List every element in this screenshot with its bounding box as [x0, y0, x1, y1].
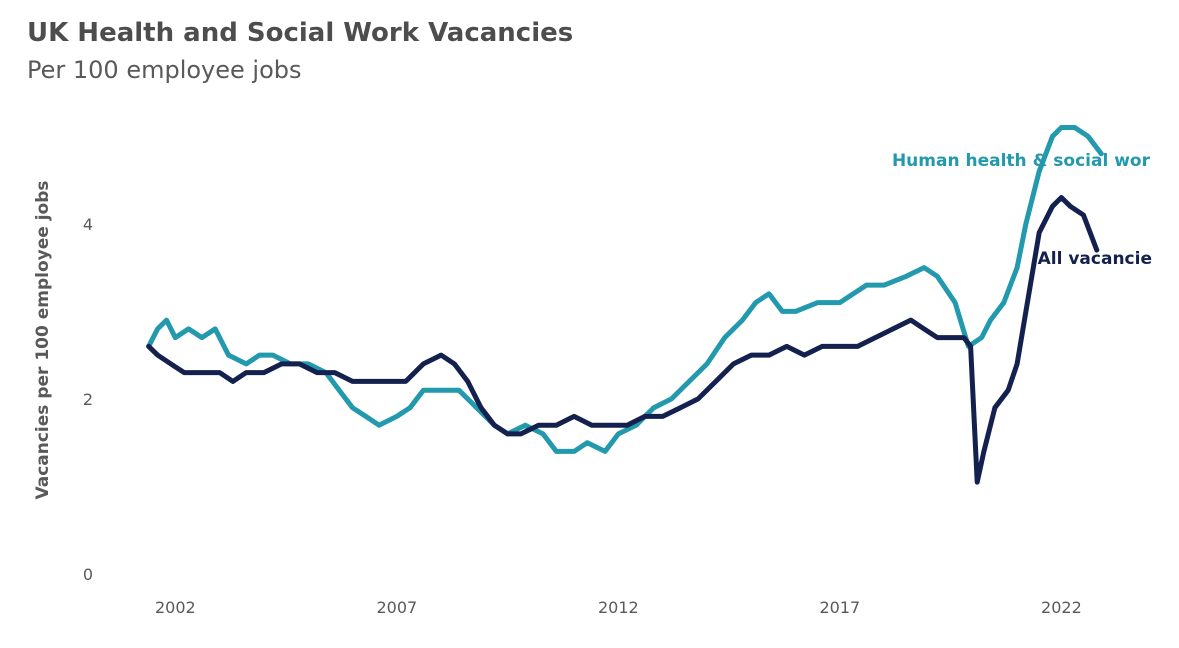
y-tick-label: 4 — [83, 215, 93, 234]
series-line-0 — [146, 125, 1104, 454]
x-tick-labels: 2002 2007 2012 2017 2022 — [155, 598, 1082, 617]
series-line-1 — [146, 195, 1100, 485]
y-tick-label: 0 — [83, 565, 93, 584]
series-labels: Human health & social wor All vacancie — [892, 151, 1152, 269]
y-tick-labels: 0 2 4 — [83, 215, 93, 584]
y-tick-label: 2 — [83, 390, 93, 409]
chart-title: UK Health and Social Work Vacancies — [27, 18, 574, 48]
series-label-0: Human health & social wor — [892, 151, 1151, 171]
x-tick-label: 2002 — [155, 598, 196, 617]
y-axis-label: Vacancies per 100 employee jobs — [33, 181, 53, 500]
x-tick-label: 2022 — [1041, 598, 1082, 617]
chart-subtitle: Per 100 employee jobs — [27, 56, 302, 84]
series-lines — [146, 125, 1104, 485]
x-tick-label: 2007 — [376, 598, 417, 617]
x-tick-label: 2017 — [820, 598, 861, 617]
series-label-1: All vacancie — [1038, 249, 1152, 269]
x-tick-label: 2012 — [598, 598, 639, 617]
